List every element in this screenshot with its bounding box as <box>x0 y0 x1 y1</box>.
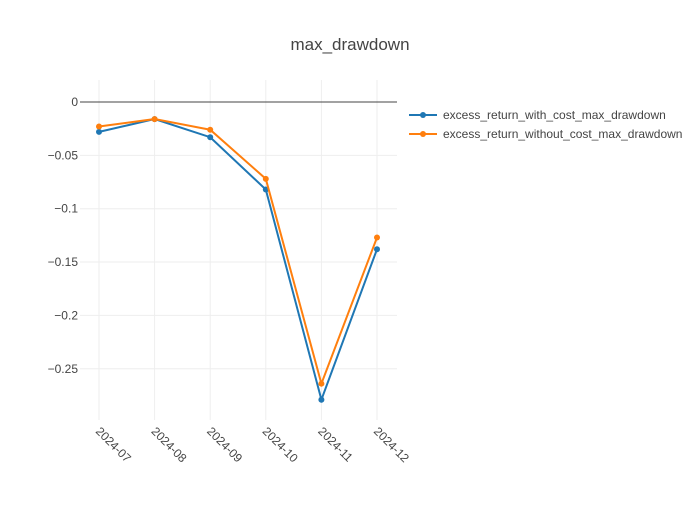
y-tick-label: −0.15 <box>48 255 79 269</box>
data-point[interactable] <box>151 116 158 123</box>
data-point[interactable] <box>96 123 102 130</box>
data-point[interactable] <box>374 246 380 253</box>
y-tick-label: 0 <box>71 95 78 109</box>
data-point[interactable] <box>262 175 269 182</box>
legend-label: excess_return_with_cost_max_drawdown <box>443 108 666 122</box>
data-point[interactable] <box>374 234 380 241</box>
legend[interactable]: excess_return_with_cost_max_drawdownexce… <box>409 108 682 141</box>
data-point[interactable] <box>318 380 325 387</box>
series-layer <box>96 116 380 404</box>
y-tick-label: −0.1 <box>54 202 78 216</box>
data-point[interactable] <box>318 396 325 403</box>
legend-item[interactable]: excess_return_without_cost_max_drawdown <box>409 127 682 141</box>
data-point[interactable] <box>207 126 214 133</box>
legend-label: excess_return_without_cost_max_drawdown <box>443 127 682 141</box>
y-tick-label: −0.2 <box>54 308 78 322</box>
y-tick-label: −0.05 <box>48 148 79 162</box>
legend-marker <box>420 131 426 137</box>
legend-marker <box>420 112 426 118</box>
series-2 <box>96 116 380 387</box>
data-point[interactable] <box>96 128 102 135</box>
legend-item[interactable]: excess_return_with_cost_max_drawdown <box>409 108 666 122</box>
data-point[interactable] <box>207 134 214 141</box>
series-line <box>98 118 378 387</box>
chart-title: max_drawdown <box>290 35 409 54</box>
y-tick-label: −0.25 <box>48 362 79 376</box>
